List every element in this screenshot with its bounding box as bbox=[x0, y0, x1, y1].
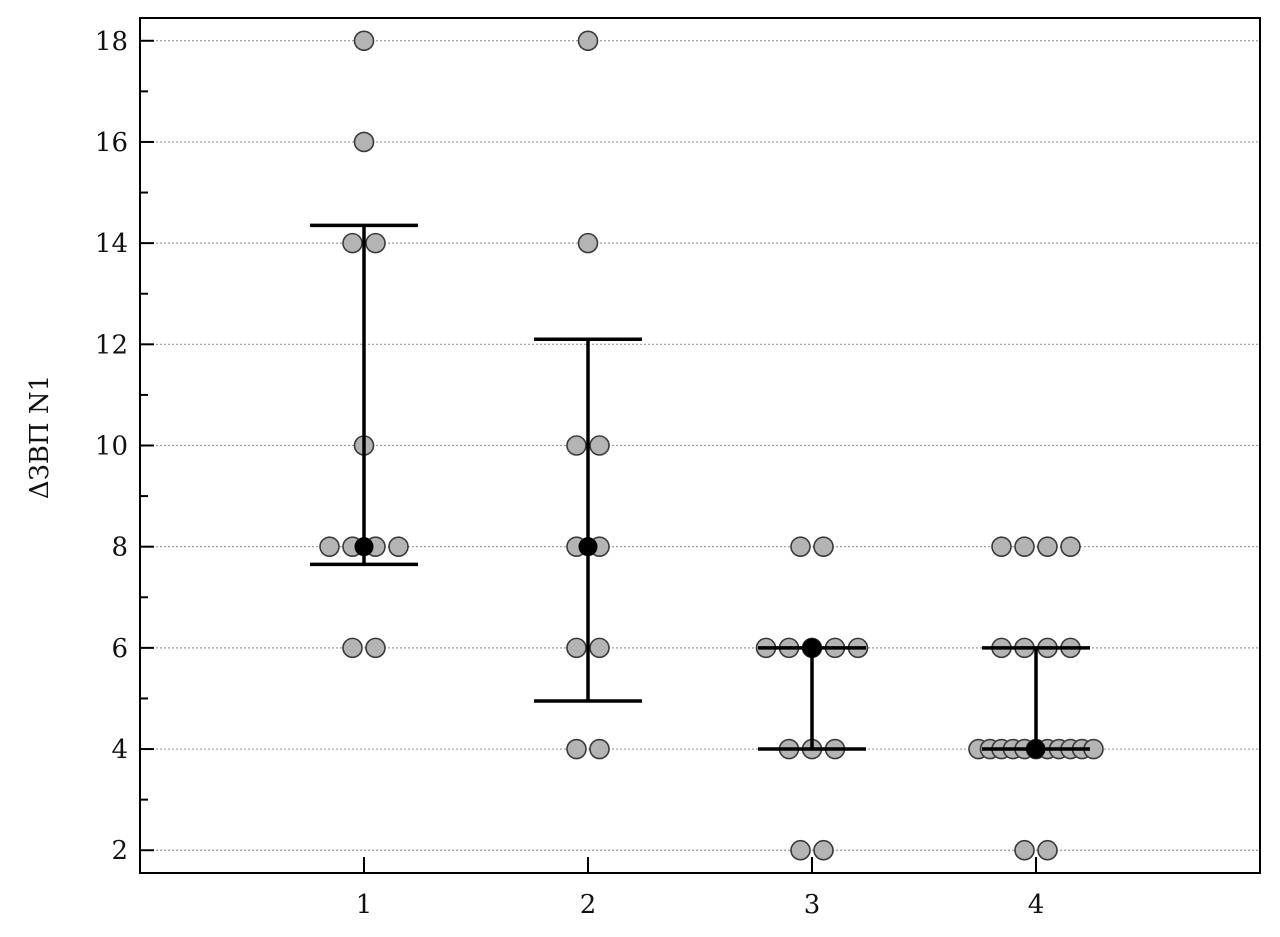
x-tick-label-1: 1 bbox=[356, 890, 373, 920]
data-point-g3-y2-0 bbox=[790, 839, 811, 861]
y-tick-label-2: 2 bbox=[111, 836, 128, 866]
x-tick-label-3: 3 bbox=[804, 890, 821, 920]
data-point-g2-y4-1 bbox=[589, 738, 610, 760]
y-axis-label: ΔЗВП N1 bbox=[25, 375, 55, 499]
y-tick-label-12: 12 bbox=[95, 330, 128, 360]
median-marker-g2 bbox=[578, 537, 598, 557]
median-marker-g4 bbox=[1026, 739, 1046, 759]
data-point-g1-y16-0 bbox=[353, 131, 375, 153]
x-tick-label-2: 2 bbox=[580, 890, 597, 920]
data-point-g1-y14-1 bbox=[365, 232, 386, 254]
data-point-g3-y8-0 bbox=[790, 536, 811, 557]
data-point-g4-y8-1 bbox=[1014, 536, 1035, 557]
y-tick-label-10: 10 bbox=[95, 432, 128, 462]
data-point-g4-y2-0 bbox=[1014, 839, 1035, 861]
median-markers bbox=[354, 537, 1046, 759]
data-point-g2-y14-0 bbox=[577, 232, 599, 254]
data-point-g2-y4-0 bbox=[566, 738, 587, 760]
y-tick-label-8: 8 bbox=[111, 533, 128, 563]
y-tick-label-4: 4 bbox=[111, 735, 128, 765]
median-interval-bars bbox=[310, 223, 1090, 751]
data-point-g1-y6-0 bbox=[342, 637, 363, 659]
data-point-g2-y10-0 bbox=[566, 435, 587, 456]
y-tick-label-14: 14 bbox=[95, 229, 128, 259]
data-point-g2-y18-0 bbox=[577, 30, 599, 52]
data-point-g4-y8-0 bbox=[991, 536, 1012, 557]
data-point-g4-y2-1 bbox=[1037, 839, 1058, 861]
x-axis-ticks bbox=[363, 857, 1037, 873]
x-axis-tick-labels: 1 2 3 4 bbox=[356, 890, 1045, 920]
data-point-g4-y8-2 bbox=[1037, 536, 1058, 557]
x-tick-label-4: 4 bbox=[1028, 890, 1045, 920]
data-point-g3-y8-1 bbox=[813, 536, 834, 557]
y-tick-label-16: 16 bbox=[95, 128, 128, 158]
data-point-g1-y18-0 bbox=[353, 30, 375, 52]
y-tick-label-6: 6 bbox=[111, 634, 128, 664]
data-point-g1-y14-0 bbox=[342, 232, 363, 254]
data-point-g2-y6-0 bbox=[566, 637, 587, 659]
median-marker-g3 bbox=[802, 638, 822, 658]
data-point-g3-y2-1 bbox=[813, 839, 834, 861]
y-axis-tick-labels: 2 4 6 8 10 12 14 16 18 bbox=[95, 27, 128, 866]
data-point-g1-y8-0 bbox=[319, 536, 340, 557]
data-point-g1-y8-3 bbox=[388, 536, 409, 557]
y-tick-label-18: 18 bbox=[95, 27, 128, 57]
y-axis-ticks bbox=[140, 39, 154, 852]
median-marker-g1 bbox=[354, 537, 374, 557]
data-point-g4-y8-3 bbox=[1060, 536, 1081, 557]
data-point-g2-y10-1 bbox=[589, 435, 610, 456]
data-point-g1-y6-1 bbox=[365, 637, 386, 659]
data-point-g2-y6-1 bbox=[589, 637, 610, 659]
